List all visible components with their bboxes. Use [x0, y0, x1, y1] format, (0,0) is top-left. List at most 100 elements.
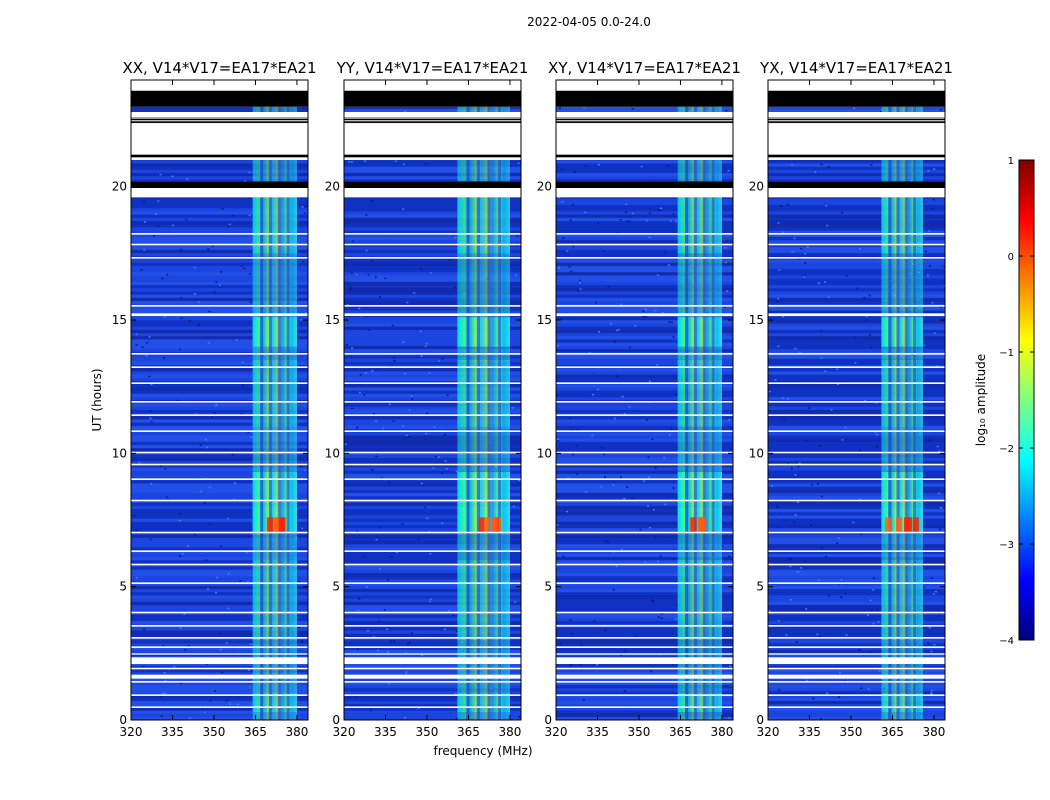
noise-speckle	[171, 224, 174, 227]
noise-row	[344, 425, 521, 430]
noise-speckle	[821, 495, 824, 498]
noise-speckle	[591, 393, 594, 396]
noise-speckle	[667, 264, 670, 266]
noise-speckle	[160, 695, 163, 698]
noise-speckle	[437, 360, 440, 362]
black-band	[344, 181, 521, 188]
noise-row	[768, 326, 945, 330]
noise-row	[344, 198, 521, 202]
noise-speckle	[791, 250, 794, 253]
rfi-gap	[702, 80, 706, 720]
noise-speckle	[654, 309, 657, 312]
flagged-row	[131, 646, 308, 648]
y-tick-label: 20	[749, 180, 764, 194]
noise-row	[344, 160, 521, 164]
noise-speckle	[421, 654, 424, 657]
noise-speckle	[197, 323, 200, 326]
colorbar-tick-label: −2	[999, 444, 1014, 455]
rfi-gap	[711, 80, 715, 720]
noise-speckle	[644, 308, 647, 310]
noise-row	[556, 460, 733, 465]
noise-row	[344, 643, 521, 647]
noise-speckle	[804, 440, 807, 442]
noise-speckle	[302, 260, 305, 263]
noise-speckle	[729, 665, 732, 667]
noise-speckle	[880, 449, 883, 452]
rfi-block	[252, 317, 297, 347]
noise-speckle	[207, 588, 210, 590]
noise-row	[131, 553, 308, 558]
noise-speckle	[571, 633, 574, 635]
noise-speckle	[667, 164, 670, 167]
noise-speckle	[768, 390, 771, 393]
noise-speckle	[779, 205, 782, 207]
noise-row	[768, 291, 945, 295]
noise-speckle	[819, 718, 822, 720]
noise-row	[344, 620, 521, 625]
noise-speckle	[922, 586, 925, 589]
flagged-row	[344, 646, 521, 648]
noise-speckle	[511, 407, 514, 409]
noise-row	[556, 163, 733, 167]
y-tick-label: 0	[544, 713, 552, 727]
noise-row	[768, 640, 945, 644]
flagged-row	[344, 305, 521, 307]
noise-row	[344, 640, 521, 644]
noise-row	[556, 716, 733, 720]
noise-speckle	[198, 301, 201, 303]
noise-speckle	[928, 265, 931, 267]
noise-speckle	[558, 107, 561, 109]
noise-speckle	[419, 268, 422, 270]
noise-row	[131, 211, 308, 215]
noise-speckle	[570, 664, 573, 666]
noise-speckle	[424, 162, 427, 165]
noise-row	[131, 508, 308, 513]
noise-speckle	[378, 526, 381, 529]
flagged-row	[556, 233, 733, 235]
noise-row	[344, 422, 521, 426]
noise-row	[768, 272, 945, 276]
noise-speckle	[648, 236, 651, 239]
noise-speckle	[163, 315, 166, 318]
noise-speckle	[668, 321, 671, 323]
noise-speckle	[844, 426, 847, 429]
noise-speckle	[928, 230, 931, 232]
noise-speckle	[247, 669, 250, 671]
noise-speckle	[348, 696, 351, 699]
noise-row	[344, 297, 521, 302]
noise-speckle	[354, 696, 357, 699]
noise-speckle	[455, 470, 458, 473]
noise-speckle	[612, 588, 615, 591]
flagged-row	[344, 478, 521, 480]
noise-row	[556, 691, 733, 695]
noise-speckle	[387, 651, 390, 653]
flagged-row	[131, 120, 308, 122]
noise-speckle	[165, 496, 168, 498]
flagged-row	[556, 625, 733, 627]
noise-speckle	[375, 420, 378, 422]
noise-speckle	[346, 343, 349, 346]
noise-row	[344, 387, 521, 391]
rfi-hotspot	[278, 517, 285, 534]
noise-row	[344, 358, 521, 362]
noise-speckle	[193, 266, 196, 269]
flagged-row	[556, 611, 733, 614]
noise-speckle	[180, 249, 183, 251]
noise-row	[768, 252, 945, 257]
noise-speckle	[408, 642, 411, 644]
noise-speckle	[585, 490, 588, 493]
noise-row	[344, 342, 521, 346]
rfi-hotspot	[274, 517, 281, 534]
flagged-row	[344, 243, 521, 246]
noise-row	[131, 393, 308, 398]
colorbar-tick-label: −1	[999, 348, 1014, 359]
noise-row	[768, 438, 945, 442]
noise-speckle	[836, 542, 839, 544]
colorbar-tick-label: −3	[999, 540, 1014, 551]
noise-row	[131, 620, 308, 625]
noise-speckle	[453, 286, 456, 289]
noise-row	[131, 595, 308, 599]
noise-speckle	[664, 503, 667, 506]
noise-row	[344, 556, 521, 561]
noise-speckle	[150, 482, 153, 485]
